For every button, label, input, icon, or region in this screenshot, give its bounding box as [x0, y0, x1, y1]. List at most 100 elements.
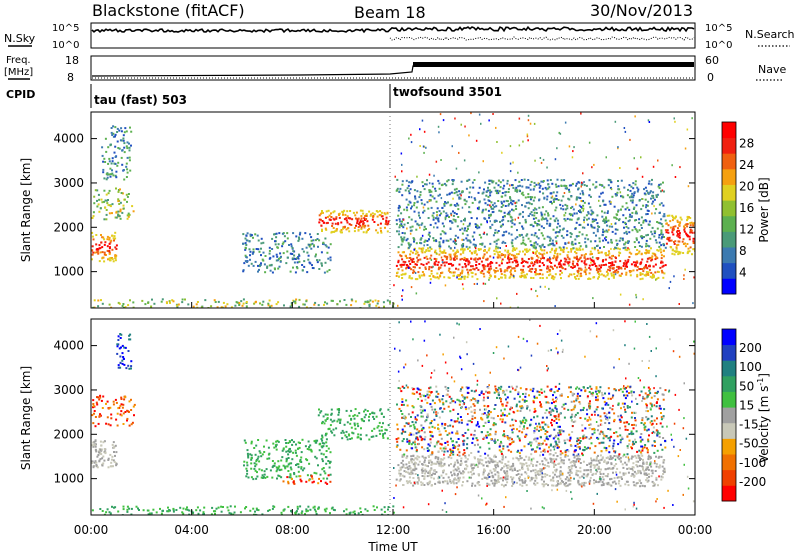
heatmap-cell: [402, 464, 404, 466]
heatmap-cell: [255, 454, 257, 456]
heatmap-cell: [196, 303, 198, 305]
heatmap-cell: [494, 202, 496, 204]
heatmap-cell: [526, 273, 528, 275]
heatmap-cell: [543, 253, 545, 255]
heatmap-cell: [435, 190, 437, 192]
heatmap-cell: [462, 473, 464, 475]
heatmap-cell: [614, 481, 616, 483]
heatmap-cell: [563, 246, 565, 248]
heatmap-cell: [449, 220, 451, 222]
heatmap-cell: [565, 454, 567, 456]
heatmap-cell: [474, 251, 476, 253]
heatmap-cell: [642, 205, 644, 207]
heatmap-cell: [450, 471, 452, 473]
heatmap-cell: [345, 217, 347, 219]
heatmap-cell: [454, 189, 456, 191]
heatmap-cell: [558, 463, 560, 465]
heatmap-cell: [596, 222, 598, 224]
heatmap-cell: [632, 462, 634, 464]
heatmap-cell: [599, 240, 601, 242]
heatmap-cell: [542, 206, 544, 208]
heatmap-cell: [566, 247, 568, 249]
heatmap-cell: [580, 275, 582, 277]
heatmap-cell: [443, 119, 445, 121]
heatmap-cell: [415, 272, 417, 274]
heatmap-cell: [555, 207, 557, 209]
heatmap-cell: [491, 180, 493, 182]
heatmap-cell: [590, 471, 592, 473]
heatmap-cell: [104, 254, 106, 256]
heatmap-cell: [298, 471, 300, 473]
heatmap-cell: [610, 462, 612, 464]
heatmap-cell: [504, 277, 506, 279]
heatmap-cell: [276, 233, 278, 235]
heatmap-cell: [628, 231, 630, 233]
heatmap-cell: [336, 228, 338, 230]
heatmap-cell: [400, 473, 402, 475]
heatmap-cell: [582, 193, 584, 195]
heatmap-cell: [454, 247, 456, 249]
heatmap-cell: [564, 214, 566, 216]
heatmap-cell: [619, 275, 621, 277]
heatmap-cell: [410, 226, 412, 228]
heatmap-cell: [659, 248, 661, 250]
heatmap-cell: [474, 485, 476, 487]
heatmap-cell: [450, 256, 452, 258]
heatmap-cell: [509, 469, 511, 471]
heatmap-cell: [547, 183, 549, 185]
heatmap-cell: [594, 247, 596, 249]
heatmap-cell: [418, 479, 420, 481]
heatmap-cell: [108, 204, 110, 206]
heatmap-cell: [535, 465, 537, 467]
colorbar-segment: [722, 200, 736, 216]
heatmap-cell: [329, 467, 331, 469]
heatmap-cell: [120, 127, 122, 129]
heatmap-cell: [642, 278, 644, 280]
heatmap-cell: [298, 237, 300, 239]
heatmap-cell: [631, 263, 633, 265]
heatmap-cell: [508, 203, 510, 205]
heatmap-cell: [111, 212, 113, 214]
heatmap-cell: [586, 464, 588, 466]
heatmap-cell: [603, 204, 605, 206]
heatmap-cell: [581, 200, 583, 202]
heatmap-cell: [564, 261, 566, 263]
heatmap-cell: [511, 222, 513, 224]
heatmap-cell: [423, 210, 425, 212]
heatmap-cell: [504, 194, 506, 196]
heatmap-cell: [646, 240, 648, 242]
heatmap-cell: [299, 299, 301, 301]
heatmap-cell: [349, 415, 351, 417]
heatmap-cell: [550, 201, 552, 203]
heatmap-cell: [642, 467, 644, 469]
power-ylabel: Slant Range [km]: [19, 158, 33, 262]
colorbar-segment: [722, 247, 736, 263]
heatmap-cell: [568, 459, 570, 461]
heatmap-cell: [598, 276, 600, 278]
heatmap-cell: [106, 238, 108, 240]
heatmap-cell: [628, 209, 630, 211]
heatmap-cell: [576, 458, 578, 460]
heatmap-cell: [408, 481, 410, 483]
heatmap-cell: [357, 423, 359, 425]
heatmap-cell: [652, 191, 654, 193]
heatmap-cell: [503, 185, 505, 187]
heatmap-cell: [479, 446, 481, 448]
heatmap-cell: [613, 276, 615, 278]
heatmap-cell: [589, 272, 591, 274]
heatmap-cell: [588, 194, 590, 196]
heatmap-cell: [246, 261, 248, 263]
heatmap-cell: [552, 244, 554, 246]
heatmap-cell: [333, 420, 335, 422]
heatmap-cell: [428, 268, 430, 270]
heatmap-cell: [108, 173, 110, 175]
heatmap-cell: [410, 230, 412, 232]
heatmap-cell: [121, 192, 123, 194]
heatmap-cell: [499, 256, 501, 258]
heatmap-cell: [361, 227, 363, 229]
heatmap-cell: [584, 269, 586, 271]
heatmap-cell: [447, 214, 449, 216]
heatmap-cell: [586, 214, 588, 216]
heatmap-cell: [255, 478, 257, 480]
heatmap-cell: [96, 456, 98, 458]
